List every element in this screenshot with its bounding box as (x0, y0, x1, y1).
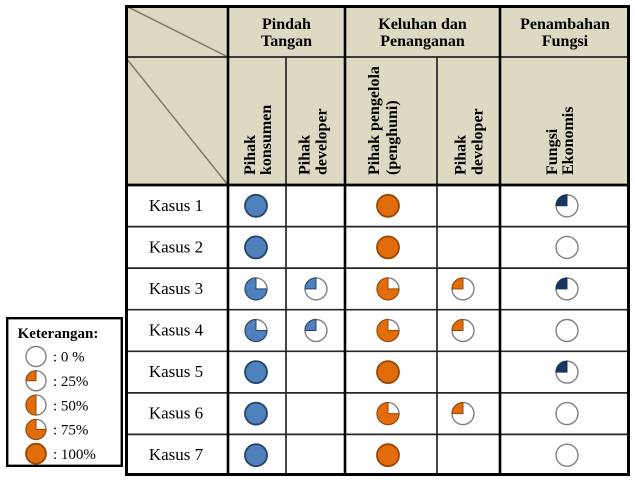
svg-text:Penambahan: Penambahan (520, 16, 610, 33)
svg-text:Pihak pengelola: Pihak pengelola (366, 66, 383, 175)
svg-text:: 50%: : 50% (53, 398, 88, 414)
svg-text:Tangan: Tangan (261, 33, 312, 50)
svg-text:Keluhan dan: Keluhan dan (378, 16, 467, 33)
svg-text:Penanganan: Penanganan (380, 33, 465, 50)
svg-text:Pihak: Pihak (453, 135, 470, 175)
svg-text:Kasus 1: Kasus 1 (149, 196, 203, 215)
svg-text:(penghuni): (penghuni) (384, 100, 401, 175)
svg-text:Kasus 3: Kasus 3 (149, 279, 203, 298)
svg-text:Ekonomis: Ekonomis (560, 107, 577, 175)
svg-text:Pindah: Pindah (262, 16, 311, 33)
svg-text:: 75%: : 75% (53, 423, 88, 439)
svg-text:Kasus 2: Kasus 2 (149, 237, 203, 256)
svg-text:: 0 %: : 0 % (53, 350, 85, 366)
svg-text:Kasus 6: Kasus 6 (149, 404, 203, 423)
svg-text:: 25%: : 25% (53, 374, 88, 390)
svg-text:Kasus 7: Kasus 7 (149, 445, 204, 464)
svg-text:Keterangan:: Keterangan: (18, 326, 99, 342)
svg-text:developer: developer (470, 108, 487, 175)
svg-text:developer: developer (314, 108, 331, 175)
svg-text:konsumen: konsumen (258, 105, 275, 175)
svg-text:Fungsi: Fungsi (542, 33, 589, 50)
svg-text:Fungsi: Fungsi (544, 128, 561, 175)
svg-text:Kasus 4: Kasus 4 (149, 321, 204, 340)
svg-text:Pihak: Pihak (297, 135, 314, 175)
svg-text:: 100%: : 100% (53, 447, 96, 463)
svg-text:Pihak: Pihak (242, 135, 259, 175)
svg-text:Kasus 5: Kasus 5 (149, 362, 203, 381)
